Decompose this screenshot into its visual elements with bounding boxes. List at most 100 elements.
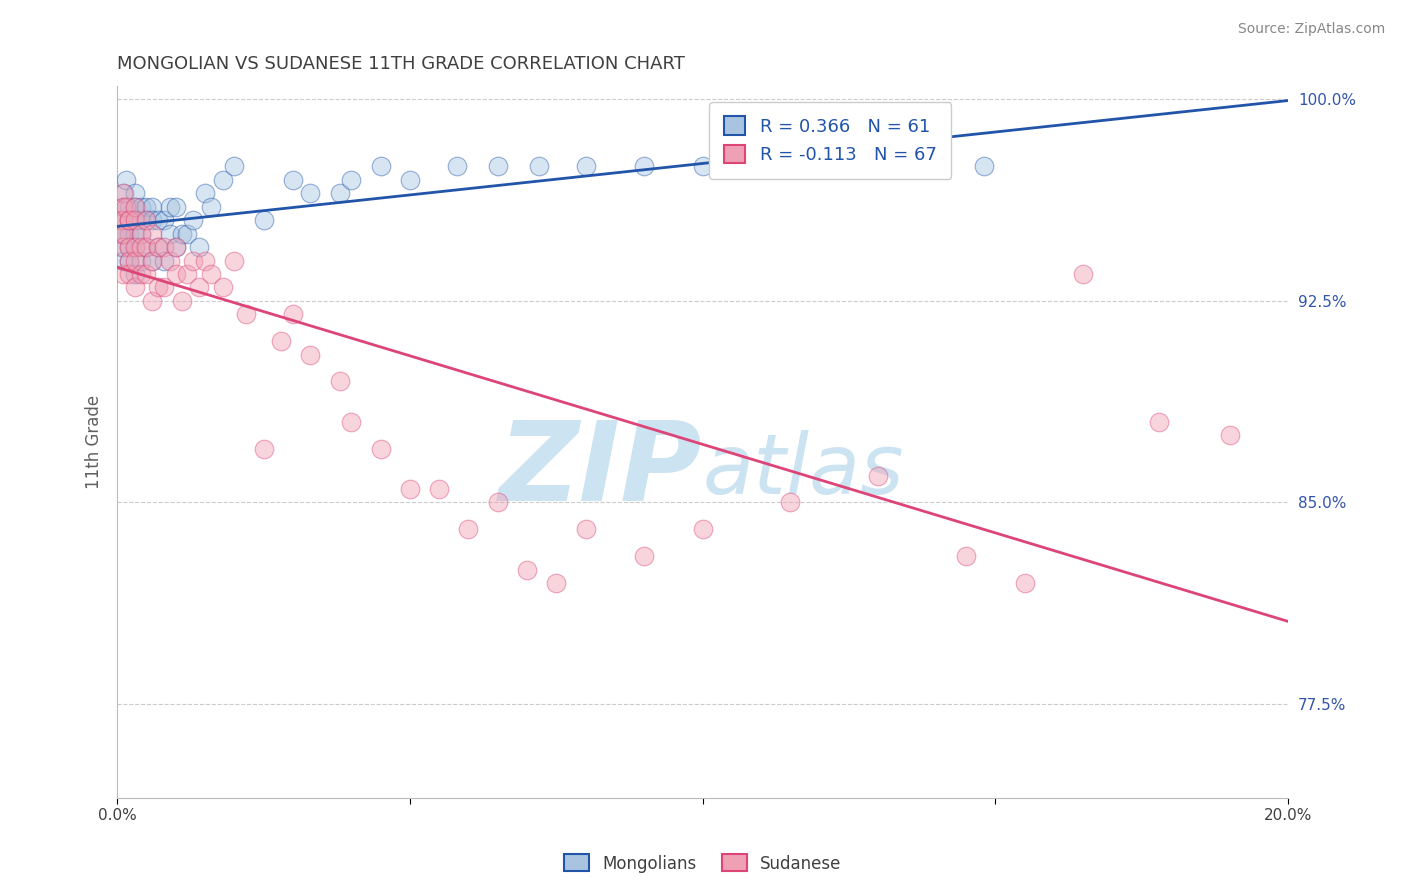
Point [135, 200, 157, 214]
Point [200, 200, 222, 214]
Point [118, 240, 141, 254]
Text: MONGOLIAN VS SUDANESE 11TH GRADE CORRELATION CHART: MONGOLIAN VS SUDANESE 11TH GRADE CORRELA… [117, 55, 685, 73]
Point [159, 200, 181, 214]
Point [194, 253, 217, 268]
Point [281, 307, 304, 321]
Point [124, 213, 146, 227]
Point [118, 213, 141, 227]
Point [112, 186, 135, 201]
Point [692, 160, 714, 174]
Point [457, 522, 479, 536]
Point [129, 253, 152, 268]
Point [399, 482, 422, 496]
Point [118, 213, 141, 227]
Point [165, 240, 187, 254]
Point [124, 240, 146, 254]
Point [129, 200, 152, 214]
Point [188, 240, 211, 254]
Point [211, 173, 233, 187]
Point [868, 468, 890, 483]
Point [146, 280, 169, 294]
Point [124, 253, 146, 268]
Point [170, 227, 193, 241]
Point [340, 173, 363, 187]
Point [176, 267, 198, 281]
Point [1149, 415, 1171, 429]
Point [135, 267, 157, 281]
Legend: R = 0.366   N = 61, R = -0.113   N = 67: R = 0.366 N = 61, R = -0.113 N = 67 [710, 102, 952, 178]
Text: Source: ZipAtlas.com: Source: ZipAtlas.com [1237, 22, 1385, 37]
Point [112, 213, 135, 227]
Point [176, 227, 198, 241]
Point [188, 280, 211, 294]
Point [118, 240, 141, 254]
Point [340, 415, 363, 429]
Point [124, 186, 146, 201]
Point [141, 213, 163, 227]
Point [118, 227, 141, 241]
Point [165, 200, 187, 214]
Point [252, 442, 274, 456]
Point [112, 227, 135, 241]
Point [427, 482, 450, 496]
Point [224, 160, 246, 174]
Point [112, 186, 135, 201]
Point [135, 240, 157, 254]
Point [118, 200, 141, 214]
Point [1071, 267, 1094, 281]
Point [124, 200, 146, 214]
Point [299, 348, 322, 362]
Point [486, 160, 509, 174]
Point [141, 293, 163, 308]
Point [516, 563, 538, 577]
Point [112, 213, 135, 227]
Point [146, 240, 169, 254]
Point [129, 227, 152, 241]
Point [112, 253, 135, 268]
Point [1219, 428, 1241, 442]
Point [112, 267, 135, 281]
Point [108, 227, 131, 241]
Point [235, 307, 257, 321]
Point [779, 160, 801, 174]
Point [118, 213, 141, 227]
Point [329, 375, 352, 389]
Point [868, 160, 890, 174]
Point [146, 240, 169, 254]
Point [135, 213, 157, 227]
Point [110, 240, 132, 254]
Point [165, 267, 187, 281]
Point [118, 253, 141, 268]
Point [110, 227, 132, 241]
Point [633, 549, 655, 564]
Point [135, 213, 157, 227]
Point [281, 173, 304, 187]
Text: ZIP: ZIP [499, 417, 703, 524]
Point [146, 213, 169, 227]
Point [129, 240, 152, 254]
Point [194, 186, 217, 201]
Point [153, 213, 176, 227]
Point [165, 240, 187, 254]
Point [574, 522, 596, 536]
Point [159, 253, 181, 268]
Point [112, 200, 135, 214]
Point [211, 280, 233, 294]
Point [112, 240, 135, 254]
Point [124, 240, 146, 254]
Point [115, 173, 138, 187]
Point [115, 200, 138, 214]
Point [574, 160, 596, 174]
Point [124, 267, 146, 281]
Point [299, 186, 322, 201]
Point [181, 253, 204, 268]
Point [159, 227, 181, 241]
Point [112, 200, 135, 214]
Point [141, 253, 163, 268]
Point [692, 522, 714, 536]
Point [1014, 576, 1036, 591]
Point [124, 200, 146, 214]
Y-axis label: 11th Grade: 11th Grade [86, 395, 103, 489]
Point [124, 213, 146, 227]
Point [973, 160, 995, 174]
